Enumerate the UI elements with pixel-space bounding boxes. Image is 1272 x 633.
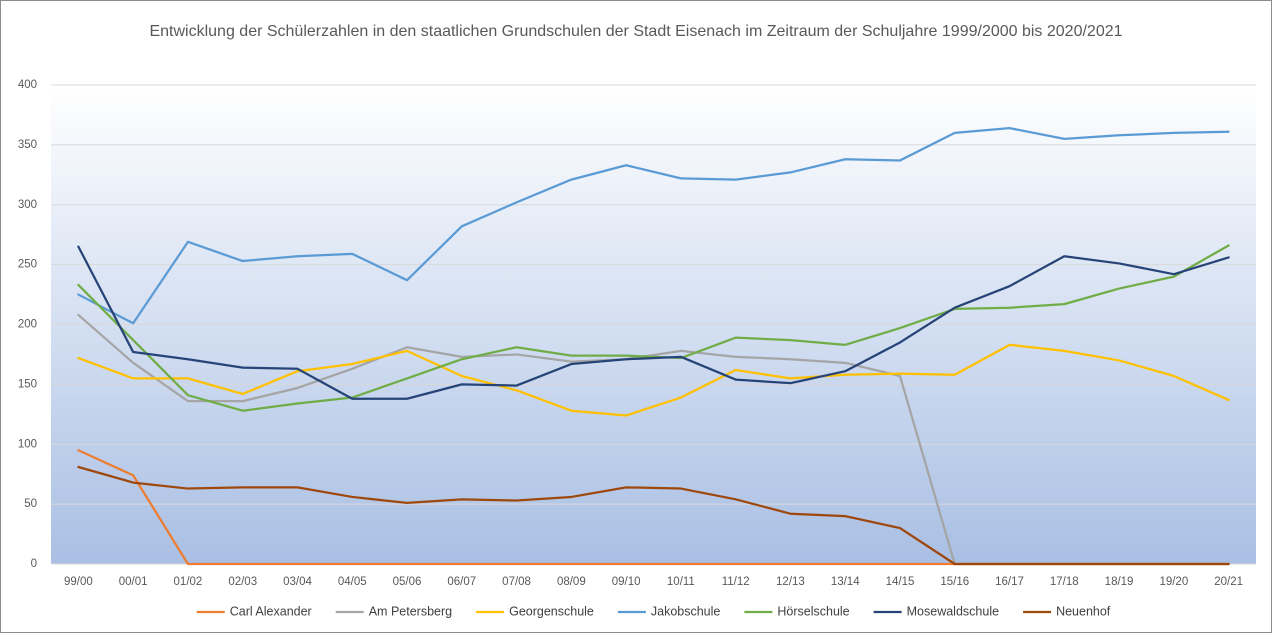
series-line xyxy=(77,244,1230,412)
x-tick-label: 03/04 xyxy=(283,576,312,588)
x-tick-label: 04/05 xyxy=(338,576,367,588)
x-tick-label: 09/10 xyxy=(612,576,641,588)
y-tick-label: 400 xyxy=(18,79,37,91)
x-tick-label: 05/06 xyxy=(393,576,422,588)
series-line xyxy=(77,343,1230,417)
y-tick-label: 150 xyxy=(18,378,37,390)
legend-label: Carl Alexander xyxy=(230,604,312,618)
x-tick-label: 08/09 xyxy=(557,576,586,588)
x-tick-label: 01/02 xyxy=(174,576,203,588)
legend-label: Neuenhof xyxy=(1056,604,1111,618)
legend: Carl Alexander Am Petersberg Georgenschule… xyxy=(196,604,1111,618)
x-tick-label: 14/15 xyxy=(886,576,915,588)
x-tick-label: 11/12 xyxy=(722,576,750,588)
x-tick-label: 10/11 xyxy=(667,576,695,588)
x-tick-label: 18/19 xyxy=(1105,576,1134,588)
y-tick-label: 100 xyxy=(18,438,37,450)
series-line xyxy=(77,245,1230,400)
x-tick-label: 17/18 xyxy=(1050,576,1079,588)
legend-label: Am Petersberg xyxy=(369,604,452,618)
y-tick-label: 0 xyxy=(31,558,37,570)
x-tick-label: 15/16 xyxy=(940,576,969,588)
x-tick-label: 12/13 xyxy=(776,576,805,588)
y-tick-label: 200 xyxy=(18,319,37,331)
chart-title: Entwicklung der Schülerzahlen in den sta… xyxy=(149,23,1123,40)
x-tick-label: 20/21 xyxy=(1214,576,1243,588)
x-tick-label: 16/17 xyxy=(995,576,1024,588)
series-line xyxy=(77,465,1230,566)
x-tick-label: 00/01 xyxy=(119,576,148,588)
y-tick-label: 350 xyxy=(18,139,37,151)
legend-label: Hörselschule xyxy=(777,604,849,618)
x-tick-label: 02/03 xyxy=(228,576,257,588)
y-tick-label: 300 xyxy=(18,199,37,211)
x-tick-label: 07/08 xyxy=(502,576,531,588)
series-line xyxy=(77,126,1230,325)
legend-label: Georgenschule xyxy=(509,604,594,618)
x-tick-label: 13/14 xyxy=(831,576,860,588)
legend-label: Jakobschule xyxy=(651,604,721,618)
x-tick-label: 99/00 xyxy=(64,576,93,588)
x-tick-label: 06/07 xyxy=(447,576,476,588)
y-tick-label: 250 xyxy=(18,259,37,271)
x-tick-label: 19/20 xyxy=(1159,576,1188,588)
y-tick-label: 50 xyxy=(24,498,37,510)
legend-label: Mosewaldschule xyxy=(907,604,999,618)
